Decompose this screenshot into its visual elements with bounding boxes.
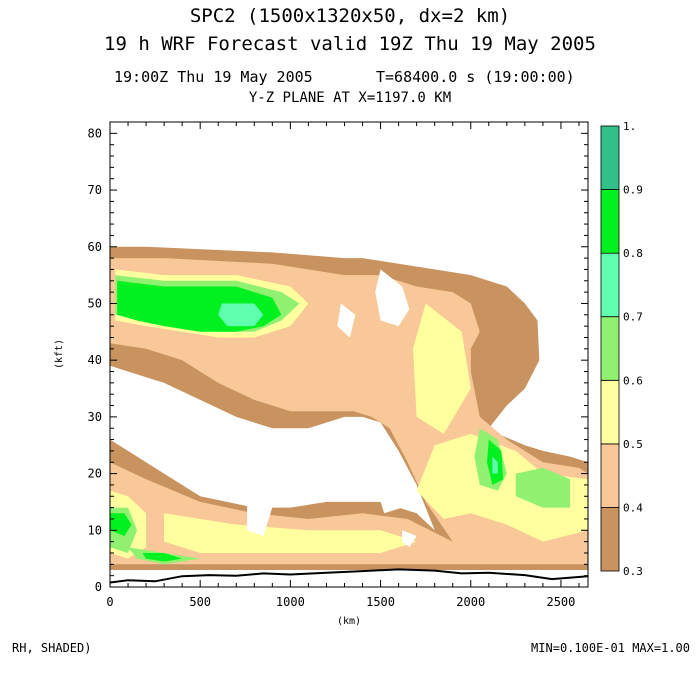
min-max-label: MIN=0.100E-01 MAX=1.00 [531,641,690,655]
x-tick-label: 2500 [546,595,575,609]
rh-region-16 [142,553,183,562]
colorbar: 0.3 0.4 0.5 0.6 0.7 0.8 0.9 1. [600,120,643,578]
colorbar-swatch [600,443,620,508]
terrain-line [110,568,588,584]
colorbar-tick-label: 0.4 [623,501,643,514]
valid-time-label: 19:00Z Thu 19 May 2005 [114,68,313,86]
chart-subtitle: 19 h WRF Forecast valid 19Z Thu 19 May 2… [104,33,596,55]
colorbar-swatch [600,252,620,318]
rh-region-7 [164,513,417,553]
rh-dry-hole-2 [377,473,403,514]
colorbar-swatch [600,506,620,572]
time-step-label: T=68400.0 s (19:00:00) [376,68,575,86]
colorbar-tick-label: 0.6 [623,374,643,387]
plane-label: Y-Z PLANE AT X=1197.0 KM [248,90,452,106]
colorbar-tick-label: 0.3 [623,565,643,578]
y-tick-label: 10 [88,523,102,537]
rh-region-17 [218,303,264,327]
y-axis-label: (kft) [54,339,65,369]
y-axis: 0 10 20 30 40 50 60 70 80 [88,126,588,594]
chart-title: SPC2 (1500x1320x50, dx=2 km) [189,5,511,27]
rh-dry-hole-4 [402,530,417,548]
y-tick-label: 80 [88,126,102,140]
x-tick-label: 1500 [366,595,395,609]
y-tick-label: 0 [95,580,102,594]
rh-dry-hole-1 [337,303,356,338]
colorbar-tick-label: 0.7 [623,311,643,324]
y-tick-label: 60 [88,240,102,254]
y-tick-label: 50 [88,296,102,310]
colorbar-swatch [600,189,620,254]
x-tick-label: 0 [106,595,113,609]
terrain-profile [110,568,588,584]
colorbar-tick-label: 0.5 [623,438,643,451]
colorbar-swatch [600,316,620,381]
colorbar-swatch [600,125,620,190]
x-axis-label: (km) [337,616,361,627]
colorbar-swatch [600,379,620,445]
plot-frame [109,121,589,588]
y-tick-label: 40 [88,353,102,367]
rh-region-18 [492,456,498,474]
field-label: RH, SHADED) [12,641,92,655]
rh-region-10 [515,467,570,508]
x-tick-label: 1000 [276,595,305,609]
x-axis: 0 500 1000 1500 2000 2500 [106,122,580,609]
rh-region-4 [413,303,471,434]
x-tick-label: 2000 [456,595,485,609]
y-tick-label: 20 [88,467,102,481]
colorbar-tick-label: 0.8 [623,247,643,260]
x-tick-label: 500 [189,595,211,609]
rh-dry-hole-0 [375,269,410,327]
rh-shaded-fields [110,246,588,571]
y-tick-label: 70 [88,183,102,197]
plot-border [109,121,589,588]
rh-region-5 [416,433,588,542]
rh-dry-hole-3 [247,501,273,536]
colorbar-tick-label: 1. [623,120,636,133]
colorbar-tick-label: 0.9 [623,184,643,197]
y-tick-label: 30 [88,410,102,424]
